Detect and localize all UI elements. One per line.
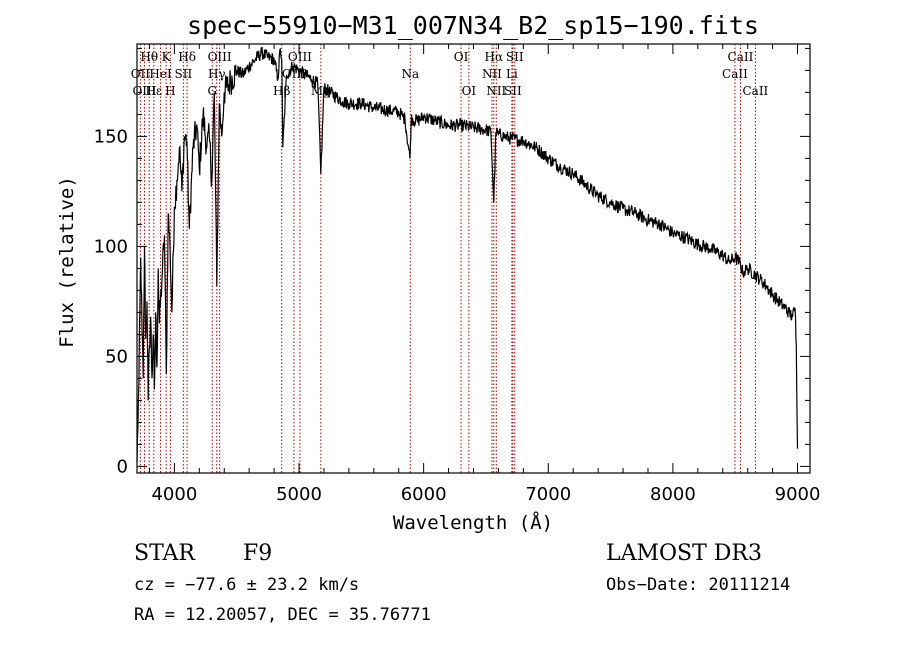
spectral-line-label: CaII bbox=[722, 67, 748, 81]
object-subclass: F9 bbox=[243, 541, 272, 566]
spectral-line-label: OI bbox=[454, 50, 469, 64]
spectral-line-label: OI bbox=[462, 84, 477, 98]
y-tick-label: 0 bbox=[117, 456, 128, 477]
y-tick-label: 100 bbox=[94, 236, 128, 257]
spectral-line-label: CaII bbox=[728, 50, 754, 64]
spectral-line-label: OIII bbox=[132, 84, 156, 98]
spectral-line-label: SII bbox=[504, 84, 522, 98]
y-tick-label: 50 bbox=[105, 346, 128, 367]
spectral-line-label: NII bbox=[482, 67, 502, 81]
spectral-line-label: Hα bbox=[485, 50, 504, 64]
spectral-line-label: G bbox=[207, 84, 217, 98]
x-tick-label: 4000 bbox=[151, 484, 197, 505]
x-tick-label: 7000 bbox=[525, 484, 571, 505]
plot-frame bbox=[136, 43, 811, 474]
spectral-line-label: Li bbox=[506, 67, 518, 81]
spectral-lines bbox=[139, 44, 756, 473]
spectral-line-label: K bbox=[162, 50, 172, 64]
x-tick-label: 9000 bbox=[775, 484, 821, 505]
spectral-line-label: Hε bbox=[145, 84, 162, 98]
spectral-line-label: NII bbox=[486, 84, 506, 98]
redshift-text: cz = −77.6 ± 23.2 km/s bbox=[134, 575, 359, 595]
spectral-line-label: SII bbox=[506, 50, 524, 64]
coordinates-text: RA = 12.20057, DEC = 35.76771 bbox=[134, 605, 431, 625]
object-class: STAR bbox=[134, 541, 196, 566]
spectrum-line bbox=[136, 46, 799, 463]
spectral-line-label: OIII bbox=[288, 50, 312, 64]
obs-date-text: Obs−Date: 20111214 bbox=[606, 575, 790, 595]
x-tick-label: 6000 bbox=[401, 484, 447, 505]
spectral-line-label: Hδ bbox=[178, 50, 196, 64]
spectral-line-label: Hθ bbox=[140, 50, 158, 64]
x-tick-label: 8000 bbox=[650, 484, 696, 505]
chart-title: spec−55910−M31_007N34_B2_sp15−190.fits bbox=[187, 11, 759, 40]
spectral-line-label: OIII bbox=[208, 50, 232, 64]
spectral-line-label: H bbox=[165, 84, 175, 98]
y-axis-label: Flux (relative) bbox=[56, 176, 78, 348]
x-tick-label: 5000 bbox=[276, 484, 322, 505]
y-tick-label: 150 bbox=[94, 126, 128, 147]
spectral-line-label: Hγ bbox=[208, 67, 226, 81]
spectral-line-label: HeI bbox=[149, 67, 172, 81]
spectral-line-label: SII bbox=[175, 67, 193, 81]
spectral-line-label: Na bbox=[401, 67, 419, 81]
spectral-line-label: OII bbox=[131, 67, 151, 81]
survey-name: LAMOST DR3 bbox=[606, 541, 762, 566]
axis-ticks: 4000 5000 6000 7000 8000 9000 0 50 100 150 bbox=[94, 44, 821, 505]
x-axis-label: Wavelength (Å) bbox=[393, 511, 553, 534]
spectral-line-label: CaII bbox=[742, 84, 768, 98]
